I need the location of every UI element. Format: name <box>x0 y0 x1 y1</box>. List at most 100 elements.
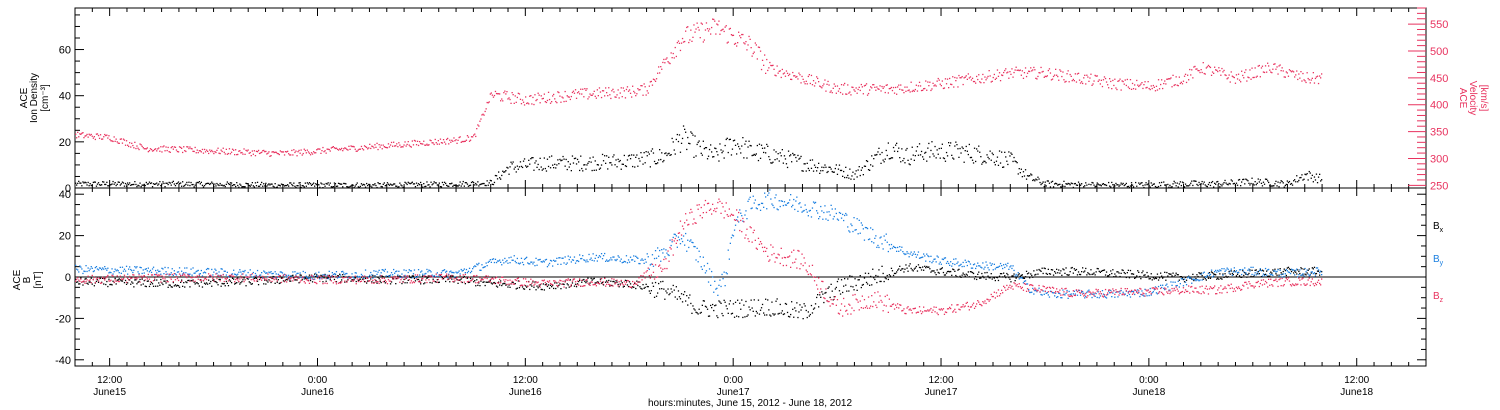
data-point-By <box>353 277 355 279</box>
data-point-density <box>1185 185 1188 187</box>
data-point-density <box>1102 183 1105 185</box>
data-point-Bx <box>793 316 795 318</box>
data-point-Bx <box>1100 270 1102 272</box>
data-point-By <box>764 192 766 194</box>
data-point-velocity <box>93 136 95 138</box>
data-point-density <box>1200 183 1202 185</box>
data-point-By <box>860 222 862 224</box>
data-point-Bx <box>1025 270 1028 272</box>
data-point-Bx <box>1121 269 1123 271</box>
data-point-By <box>1029 291 1031 294</box>
data-point-velocity <box>211 149 213 152</box>
data-point-By <box>140 267 142 269</box>
data-point-Bx <box>75 278 77 280</box>
data-point-By <box>336 277 339 279</box>
data-point-density <box>845 166 847 168</box>
data-point-Bx <box>998 275 1001 277</box>
data-point-By <box>161 267 163 269</box>
data-point-velocity <box>799 74 801 76</box>
data-point-density <box>111 183 113 185</box>
data-point-By <box>536 264 538 266</box>
data-point-Bx <box>1235 275 1238 277</box>
data-point-Bx <box>1199 273 1201 275</box>
data-point-velocity <box>617 89 619 91</box>
data-point-Bx <box>245 285 247 287</box>
data-point-density <box>650 150 652 152</box>
data-point-velocity <box>1279 64 1281 66</box>
data-point-density <box>941 143 943 145</box>
data-point-Bx <box>476 279 478 281</box>
data-point-density <box>175 183 178 185</box>
data-point-velocity <box>1097 80 1099 82</box>
data-point-By <box>281 272 284 274</box>
data-point-Bx <box>266 280 268 282</box>
data-point-Bx <box>612 280 614 283</box>
data-point-density <box>780 155 782 157</box>
data-point-velocity <box>663 58 665 61</box>
data-point-By <box>752 195 754 197</box>
data-point-velocity <box>794 75 796 77</box>
data-point-By <box>891 247 894 249</box>
data-point-density <box>715 147 717 150</box>
data-point-By <box>740 212 742 214</box>
data-point-By <box>410 270 412 272</box>
data-point-velocity <box>832 87 834 89</box>
data-point-By <box>585 261 587 263</box>
data-point-density <box>184 184 186 187</box>
data-point-velocity <box>254 155 257 157</box>
data-point-density <box>113 183 115 185</box>
data-point-density <box>878 147 880 149</box>
data-point-By <box>490 261 492 263</box>
data-point-Bx <box>614 282 616 284</box>
data-point-velocity <box>427 144 429 146</box>
data-point-Bx <box>109 283 111 286</box>
data-point-By <box>347 277 349 279</box>
data-point-density <box>1226 183 1228 185</box>
data-point-density <box>264 185 266 187</box>
data-point-velocity <box>354 148 356 150</box>
data-point-Bx <box>1180 276 1182 278</box>
data-point-velocity <box>531 103 533 105</box>
data-point-density <box>352 184 354 186</box>
data-point-By <box>662 252 664 254</box>
data-point-velocity <box>281 151 284 153</box>
data-point-By <box>990 264 992 266</box>
data-point-velocity <box>859 89 861 92</box>
data-point-Bx <box>1152 277 1154 279</box>
data-point-Bx <box>1028 272 1030 274</box>
data-point-density <box>320 182 322 184</box>
data-point-velocity <box>379 146 381 148</box>
series-velocity <box>75 18 1323 157</box>
data-point-Bx <box>885 278 887 280</box>
data-point-density <box>423 183 425 185</box>
data-point-density <box>952 157 954 159</box>
data-point-velocity <box>1114 78 1116 80</box>
data-point-velocity <box>733 43 736 45</box>
data-point-Bx <box>253 277 255 280</box>
data-point-By <box>190 268 192 270</box>
data-point-Bx <box>498 281 500 283</box>
data-point-By <box>861 224 863 226</box>
data-point-Bx <box>824 292 826 294</box>
data-point-velocity <box>1303 79 1305 81</box>
top-right-ylabel-line1: ACE <box>1457 88 1468 109</box>
data-point-velocity <box>320 152 322 154</box>
data-point-By <box>1026 283 1029 285</box>
data-point-By <box>584 259 586 262</box>
data-point-velocity <box>831 92 833 94</box>
data-point-density <box>853 178 855 180</box>
data-point-Bx <box>1275 273 1277 275</box>
data-point-velocity <box>182 151 184 154</box>
data-point-Bx <box>1179 276 1181 278</box>
data-point-By <box>102 267 104 269</box>
data-point-velocity <box>997 75 1000 77</box>
data-point-density <box>326 183 328 185</box>
data-point-By <box>322 274 324 276</box>
data-point-By <box>543 261 545 263</box>
data-point-Bx <box>1288 268 1291 270</box>
data-point-density <box>1092 182 1094 184</box>
data-point-By <box>403 269 405 271</box>
data-point-By <box>411 276 413 279</box>
data-point-velocity <box>392 145 394 147</box>
data-point-density <box>293 182 295 184</box>
